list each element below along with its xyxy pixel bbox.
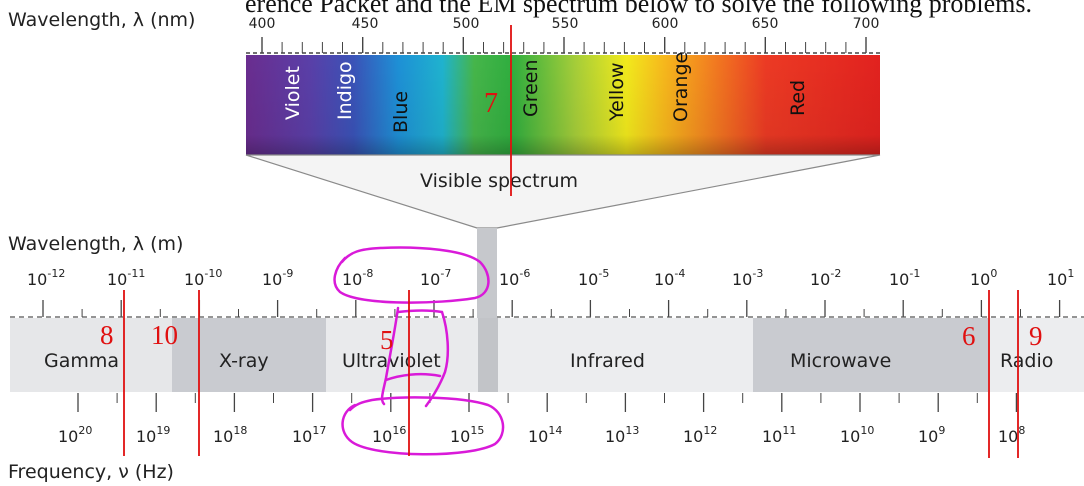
circle-frequency-annotation <box>341 396 505 456</box>
region-label-gamma: Gamma <box>44 350 119 372</box>
visible-band-labels: Violet Indigo Blue Green Yellow Orange R… <box>282 52 809 133</box>
frequency-tick-label: 1020 <box>58 424 92 446</box>
wavelength-tick-label: 10-2 <box>810 267 841 289</box>
visible-tick-label: 450 <box>352 16 379 32</box>
wavelength-tick-label: 10-4 <box>654 267 685 289</box>
red-markers <box>123 25 1019 458</box>
band-label-green: Green <box>520 59 542 117</box>
frequency-tick-label: 1015 <box>450 424 484 446</box>
wavelength-tick-label: 10-7 <box>420 267 451 289</box>
wavelength-tick-label: 100 <box>970 267 997 289</box>
visible-axis-ticks <box>261 37 867 53</box>
frequency-tick-label: 1011 <box>762 424 796 446</box>
wavelength-tick-label: 10-5 <box>578 267 609 289</box>
frequency-tick-label: 1010 <box>840 424 874 446</box>
marker-number-7: 7 <box>484 88 498 119</box>
marker-number-10: 10 <box>151 320 178 350</box>
wavelength-tick-label: 10-9 <box>262 267 293 289</box>
visible-spectrum-caption: Visible spectrum <box>420 170 578 192</box>
region-labels: Gamma X-ray Ultraviolet Infrared Microwa… <box>44 350 1053 372</box>
visible-tick-labels: 400 450 500 550 600 650 700 <box>249 16 880 32</box>
wavelength-tick-label: 10-6 <box>499 267 530 289</box>
wavelength-tick-label: 10-8 <box>342 267 373 289</box>
visible-tick-label: 600 <box>652 16 679 32</box>
circle-wavelength-annotation <box>333 246 490 304</box>
visible-axis-label: Wavelength, λ (nm) <box>8 9 195 31</box>
region-label-ultraviolet: Ultraviolet <box>342 350 441 372</box>
band-label-yellow: Yellow <box>606 63 628 123</box>
wavelength-tick-labels: 10-12 10-11 10-10 10-9 10-8 10-7 10-6 10… <box>27 267 1074 289</box>
wavelength-tick-label: 10-12 <box>27 267 65 289</box>
wavelength-tick-label: 10-10 <box>184 267 222 289</box>
visible-tick-label: 650 <box>752 16 779 32</box>
region-radio <box>988 318 1084 392</box>
wavelength-axis-ticks <box>42 300 1061 317</box>
frequency-tick-label: 1019 <box>136 424 170 446</box>
frequency-tick-label: 108 <box>998 424 1025 446</box>
band-label-orange: Orange <box>670 52 692 122</box>
visible-spectrum-shade <box>246 55 880 155</box>
visible-tick-label: 400 <box>249 16 276 32</box>
wavelength-tick-label: 101 <box>1047 267 1074 289</box>
wavelength-tick-label: 10-3 <box>732 267 763 289</box>
band-label-blue: Blue <box>390 91 412 133</box>
region-infrared <box>498 318 753 392</box>
frequency-tick-label: 1018 <box>213 424 247 446</box>
frequency-axis-ticks <box>77 393 1018 412</box>
frequency-tick-label: 1017 <box>292 424 326 446</box>
region-label-infrared: Infrared <box>570 350 645 372</box>
region-label-radio: Radio <box>1000 350 1053 372</box>
region-label-xray: X-ray <box>219 350 269 372</box>
connector-squiggle-annotation <box>380 306 450 408</box>
region-ultraviolet <box>326 318 478 392</box>
wavelength-axis-label: Wavelength, λ (m) <box>8 233 183 255</box>
region-gamma <box>10 318 172 392</box>
marker-number-6: 6 <box>962 321 976 351</box>
frequency-axis-label: Frequency, ν (Hz) <box>8 461 174 483</box>
visible-tick-label: 550 <box>552 16 579 32</box>
region-xray <box>172 318 326 392</box>
marker-number-5: 5 <box>380 325 394 355</box>
wavelength-tick-label: 10-11 <box>107 267 145 289</box>
visible-tick-label: 500 <box>453 16 480 32</box>
frequency-tick-label: 1012 <box>683 424 717 446</box>
region-microwave <box>753 318 988 392</box>
frequency-tick-labels: 1020 1019 1018 1017 1016 1015 1014 1013 … <box>58 424 1025 446</box>
marker-number-9: 9 <box>1029 321 1043 351</box>
frequency-tick-label: 109 <box>918 424 945 446</box>
visible-slice <box>478 318 498 392</box>
header-text: erence Packet and the EM spectrum below … <box>245 0 1032 18</box>
region-label-microwave: Microwave <box>790 350 891 372</box>
wavelength-tick-label: 10-1 <box>889 267 920 289</box>
frequency-tick-label: 1013 <box>605 424 639 446</box>
marker-number-8: 8 <box>100 320 114 350</box>
visible-tick-label: 700 <box>853 16 880 32</box>
band-label-indigo: Indigo <box>334 61 356 120</box>
frequency-tick-label: 1016 <box>372 424 406 446</box>
spectrum-band <box>10 318 1084 392</box>
band-label-red: Red <box>787 80 809 116</box>
band-label-violet: Violet <box>282 66 304 120</box>
frequency-tick-label: 1014 <box>528 424 562 446</box>
red-marker-numbers: 7 8 10 5 6 9 <box>100 88 1043 355</box>
magenta-annotations <box>333 246 505 456</box>
